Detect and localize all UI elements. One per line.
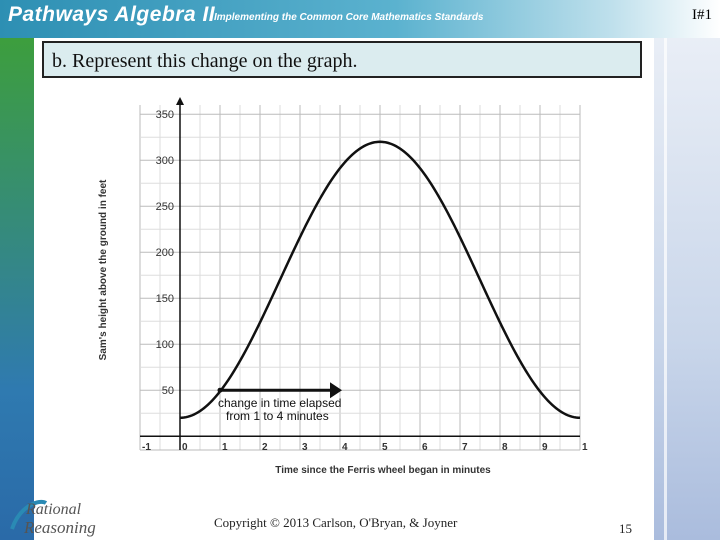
band-stripe	[664, 38, 667, 540]
logo-line1: Rational	[25, 501, 82, 518]
y-axis-label: Sam's height above the ground in feet	[98, 179, 109, 360]
grid	[139, 105, 581, 451]
x-tick-label: 9	[542, 442, 548, 453]
x-tick-label: 3	[302, 442, 308, 453]
rational-reasoning-logo: Rational Reasoning	[10, 499, 96, 537]
x-tick-label: 7	[462, 442, 468, 453]
x-tick-label: 8	[502, 442, 508, 453]
y-tick-label: 50	[162, 385, 174, 397]
annotation-label: change in time elapsed	[218, 396, 341, 410]
slide-id: I#1	[692, 7, 712, 23]
left-decorative-band	[0, 38, 34, 540]
slide-content	[34, 38, 654, 540]
x-tick-label: 2	[262, 442, 268, 453]
y-tick-label: 350	[156, 109, 174, 121]
course-title: Pathways Algebra II	[8, 3, 216, 26]
x-tick-label: 5	[382, 442, 388, 453]
annotation-label: from 1 to 4 minutes	[226, 409, 329, 423]
y-tick-label: 100	[156, 339, 174, 351]
x-tick-label: 0	[182, 442, 188, 453]
y-axis-arrowhead	[176, 97, 184, 105]
y-tick-label: 300	[156, 155, 174, 167]
y-tick-label: 150	[156, 293, 174, 305]
x-axis-label: Time since the Ferris wheel began in min…	[275, 465, 491, 476]
task-box: b. Represent this change on the graph.	[42, 41, 642, 78]
x-tick-label: -1	[142, 442, 151, 453]
right-decorative-band	[654, 38, 720, 540]
header-banner: Pathways Algebra II Implementing the Com…	[0, 0, 720, 38]
x-tick-label: 1	[582, 442, 588, 453]
y-tick-label: 200	[156, 247, 174, 259]
x-tick-label: 1	[222, 442, 228, 453]
logo-line2: Reasoning	[23, 518, 96, 537]
time-change-arrowhead	[330, 382, 342, 399]
x-tick-label: 6	[422, 442, 428, 453]
axes	[140, 97, 580, 450]
task-text: b. Represent this change on the graph.	[52, 50, 358, 72]
copyright-notice: Copyright © 2013 Carlson, O'Bryan, & Joy…	[214, 515, 458, 530]
course-subtitle: Implementing the Common Core Mathematics…	[214, 12, 484, 23]
x-tick-label: 4	[342, 442, 348, 453]
page-number: 15	[619, 521, 632, 536]
height-curve	[179, 140, 581, 420]
arrow-start-point	[217, 387, 223, 393]
logo-swoosh	[10, 499, 48, 530]
y-tick-label: 250	[156, 201, 174, 213]
